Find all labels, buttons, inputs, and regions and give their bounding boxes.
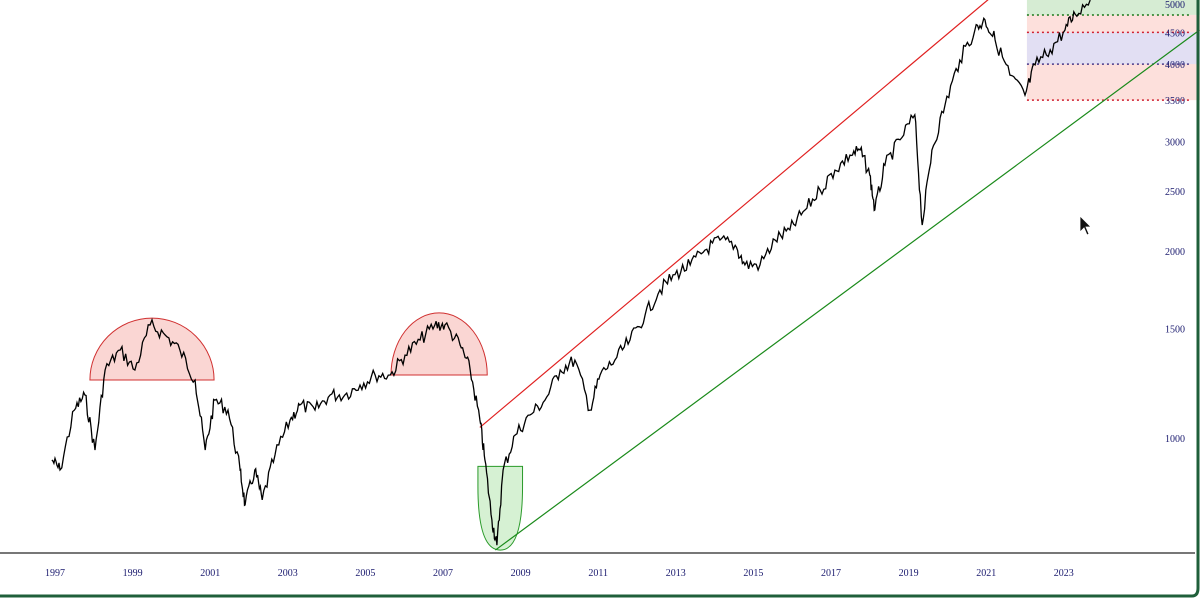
x-tick-label: 2017 <box>821 568 841 579</box>
y-tick-label: 4500 <box>1165 28 1185 39</box>
support-line <box>495 29 1200 551</box>
annotations <box>89 0 1200 551</box>
x-tick-label: 1999 <box>123 568 143 579</box>
x-tick-label: 1997 <box>45 568 65 579</box>
y-tick-label: 3500 <box>1165 96 1185 107</box>
x-tick-label: 2009 <box>511 568 531 579</box>
resistance-line <box>479 0 989 428</box>
x-axis-ticks: 1997 1999 2001 2003 2005 2007 2009 2011 2013 2015… <box>45 568 1074 579</box>
y-axis-ticks: 1000 1500 2000 2500 3000 3500 4000 4500 5000 <box>1165 0 1185 445</box>
mouse-cursor-icon <box>1079 215 1092 236</box>
x-tick-label: 2019 <box>899 568 919 579</box>
zone-green <box>1026 0 1200 15</box>
rounding-top-2 <box>390 312 488 376</box>
x-tick-label: 2023 <box>1054 568 1074 579</box>
x-tick-label: 2001 <box>200 568 220 579</box>
target-zones <box>1026 0 1200 101</box>
price-series-line <box>51 0 1091 546</box>
y-tick-label: 4000 <box>1165 60 1185 71</box>
y-tick-label: 1500 <box>1165 325 1185 336</box>
x-tick-label: 2013 <box>666 568 686 579</box>
zone-purple <box>1026 32 1200 65</box>
x-tick-label: 2007 <box>433 568 453 579</box>
x-tick-label: 2005 <box>355 568 375 579</box>
x-tick-label: 2003 <box>278 568 298 579</box>
y-tick-label: 3000 <box>1165 138 1185 149</box>
x-tick-label: 2021 <box>976 568 996 579</box>
rounding-top-1 <box>89 317 215 381</box>
x-tick-label: 2015 <box>743 568 763 579</box>
y-tick-label: 2000 <box>1165 247 1185 258</box>
y-tick-label: 5000 <box>1165 0 1185 11</box>
x-tick-label: 2011 <box>588 568 608 579</box>
y-tick-label: 2500 <box>1165 187 1185 198</box>
y-tick-label: 1000 <box>1165 434 1185 445</box>
